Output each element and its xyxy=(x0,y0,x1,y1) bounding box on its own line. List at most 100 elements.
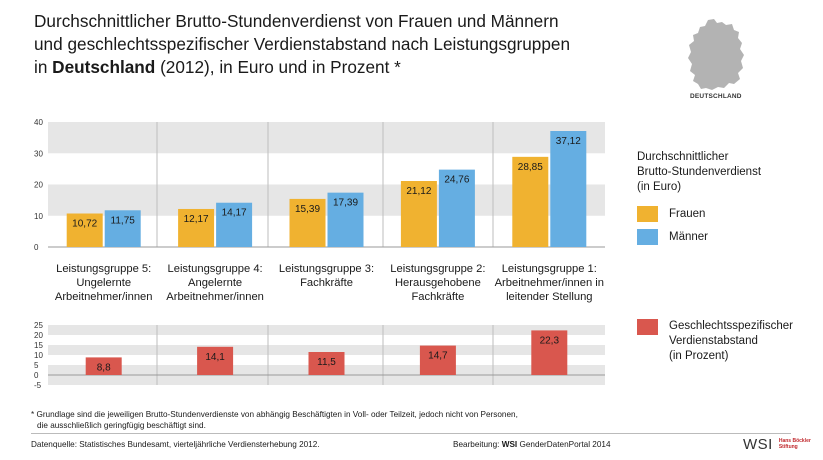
title-line-1: Durchschnittlicher Brutto-Stundenverdien… xyxy=(34,11,559,31)
bar-frauen xyxy=(66,213,103,247)
bar-frauen xyxy=(289,198,326,247)
legend-gap-line-2: Verdienstabstand xyxy=(669,335,758,347)
y-tick-label: 10 xyxy=(34,212,43,221)
chart-title: Durchschnittlicher Brutto-Stundenverdien… xyxy=(34,10,594,79)
credit-wsi: WSI xyxy=(501,440,518,449)
bar-gap xyxy=(197,346,234,375)
category-label-line: Fachkräfte xyxy=(300,277,353,289)
data-source: Datenquelle: Statistisches Bundesamt, vi… xyxy=(31,440,320,449)
bar-maenner xyxy=(327,192,364,247)
category-label-line: Fachkräfte xyxy=(411,291,465,303)
title-line-3: in Deutschland (2012), in Euro und in Pr… xyxy=(34,56,594,79)
bar-maenner xyxy=(438,169,475,247)
title-line-3-suffix: (2012), in Euro und in Prozent * xyxy=(155,57,401,77)
bar-gap xyxy=(308,352,345,375)
y-tick-label: 0 xyxy=(34,371,39,380)
category-label: Leistungsgruppe 1: Arbeitnehmer/innen in l… xyxy=(490,262,608,304)
footnote-line-1: * Grundlage sind die jeweiligen Brutto-S… xyxy=(31,410,518,419)
y-tick-label: 25 xyxy=(34,321,43,330)
category-label-line: Leistungsgruppe 5: xyxy=(56,263,152,275)
category-label-line: Herausgehobene xyxy=(394,277,481,289)
legend-title-line-3: (in Euro) xyxy=(637,181,682,193)
legend-label-frauen: Frauen xyxy=(669,208,706,220)
data-label-gap: 14,1 xyxy=(205,352,225,363)
data-label-frauen: 28,85 xyxy=(518,162,543,173)
credit: Bearbeitung: WSI GenderDatenPortal 2014 xyxy=(453,440,611,449)
y-tick-label: 20 xyxy=(34,331,43,340)
y-tick-label: 10 xyxy=(34,351,43,360)
legend-swatch-frauen xyxy=(637,206,658,222)
legend-title: Durchschnittlicher Brutto-Stundenverdien… xyxy=(637,150,761,195)
category-label-line: Arbeitnehmer/innen in xyxy=(494,277,605,289)
data-label-maenner: 37,12 xyxy=(556,136,581,147)
y-tick-label: 40 xyxy=(34,118,43,127)
legend-item-gap: Geschlechtsspezifischer Verdienstabstand… xyxy=(637,319,793,364)
y-tick-label: 20 xyxy=(34,181,43,190)
y-tick-label: -5 xyxy=(34,381,42,390)
category-label-line: Arbeitnehmer/innen xyxy=(54,291,153,303)
grid-band xyxy=(48,345,605,355)
category-label-line: Leistungsgruppe 3: xyxy=(278,263,375,275)
legend-swatch-gap xyxy=(637,319,658,335)
hbs-logo: Hans Böckler Stiftung xyxy=(778,438,811,450)
germany-map-icon xyxy=(688,19,744,90)
bar-frauen xyxy=(512,156,549,247)
footnote: * Grundlage sind die jeweiligen Brutto-S… xyxy=(31,409,551,431)
data-label-frauen: 10,72 xyxy=(72,219,97,230)
category-label-line: Angelernte xyxy=(188,277,243,289)
category-label: Leistungsgruppe 2: Herausgehobene Fachkräf… xyxy=(379,262,497,304)
footer-divider xyxy=(31,433,791,434)
credit-suffix: GenderDatenPortal 2014 xyxy=(517,440,611,449)
footnote-line-2: die ausschließlich geringfügig beschäfti… xyxy=(37,421,206,430)
hbs-logo-line-1: Hans Böckler xyxy=(778,438,811,444)
title-line-3-prefix: in xyxy=(34,57,53,77)
legend-gap-line-1: Geschlechtsspezifischer xyxy=(669,320,793,332)
bar-maenner xyxy=(550,131,587,247)
wsi-logo: WSI Hans Böckler Stiftung xyxy=(743,436,811,453)
credit-prefix: Bearbeitung: xyxy=(453,440,502,449)
category-label-line: Arbeitnehmer/innen xyxy=(166,291,264,303)
bar-maenner xyxy=(216,202,253,247)
grid-band xyxy=(48,184,605,216)
data-label-frauen: 12,17 xyxy=(184,214,209,225)
data-label-maenner: 14,17 xyxy=(222,208,247,219)
data-label-maenner: 17,39 xyxy=(333,198,358,209)
data-label-gap: 11,5 xyxy=(317,357,336,368)
legend-item-maenner: Männer xyxy=(637,229,708,245)
bar-maenner xyxy=(104,210,141,247)
category-label-line: Leistungsgruppe 1: xyxy=(501,263,597,275)
bar-frauen xyxy=(178,208,215,247)
data-label-gap: 8,8 xyxy=(97,362,111,373)
category-label-line: Leistungsgruppe 2: xyxy=(390,263,486,275)
category-label-line: Leistungsgruppe 4: xyxy=(167,263,263,275)
data-label-gap: 14,7 xyxy=(428,351,448,362)
data-label-frauen: 15,39 xyxy=(295,204,320,215)
hbs-logo-line-2: Stiftung xyxy=(778,443,798,450)
bar-frauen xyxy=(400,181,437,247)
y-tick-label: 5 xyxy=(34,361,39,370)
legend-title-line-2: Brutto-Stundenverdienst xyxy=(637,166,762,178)
category-label-line: Ungelernte xyxy=(76,277,132,289)
title-country: Deutschland xyxy=(52,57,156,77)
data-label-frauen: 21,12 xyxy=(406,186,431,197)
data-label-gap: 22,3 xyxy=(540,335,560,346)
legend-label-maenner: Männer xyxy=(669,231,708,243)
legend-gap-line-3: (in Prozent) xyxy=(669,350,729,362)
bar-gap xyxy=(85,357,122,375)
y-tick-label: 0 xyxy=(34,243,39,252)
legend-swatch-maenner xyxy=(637,229,658,245)
category-label: Leistungsgruppe 5: Ungelernte Arbeitnehmer… xyxy=(45,262,163,304)
category-label: Leistungsgruppe 4: Angelernte Arbeitnehmer… xyxy=(156,262,274,304)
legend-title-line-1: Durchschnittlicher xyxy=(637,151,729,163)
grid-band xyxy=(48,122,605,154)
wsi-logo-text: WSI xyxy=(743,436,773,453)
category-label-line: leitender Stellung xyxy=(506,291,593,303)
category-label: Leistungsgruppe 3: Fachkräfte xyxy=(268,262,386,290)
bar-gap xyxy=(531,330,568,375)
y-tick-label: 30 xyxy=(34,149,43,158)
data-label-maenner: 24,76 xyxy=(444,175,469,186)
map-label: DEUTSCHLAND xyxy=(690,93,742,100)
grid-band xyxy=(48,325,605,335)
y-tick-label: 15 xyxy=(34,341,43,350)
